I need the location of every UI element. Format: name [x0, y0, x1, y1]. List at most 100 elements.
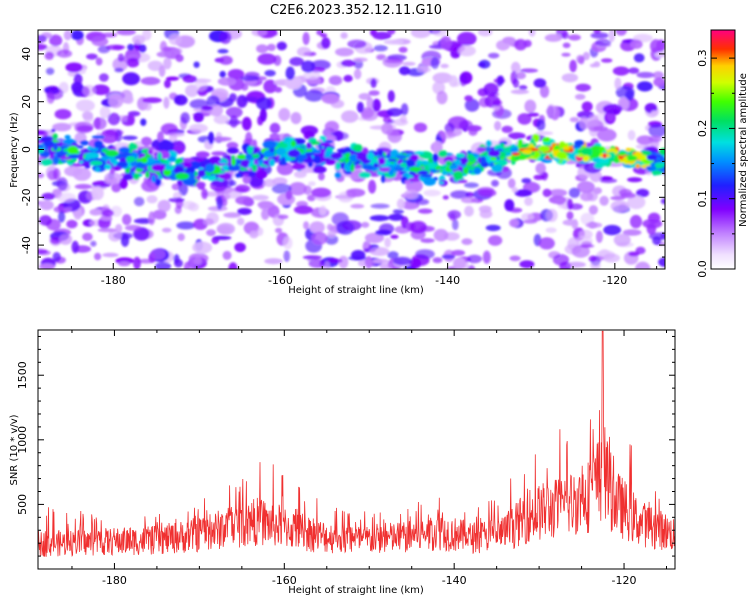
heatmap-cell: [417, 208, 433, 214]
heatmap-cell: [623, 156, 628, 165]
heatmap-cell: [414, 151, 425, 155]
heatmap-cell: [510, 61, 521, 74]
heatmap-cell: [387, 158, 397, 162]
heatmap-cell: [301, 60, 315, 73]
heatmap-cell: [212, 235, 232, 240]
heatmap-cell: [399, 66, 410, 76]
heatmap-cell: [242, 96, 258, 103]
heatmap-cell: [237, 217, 245, 226]
heatmap-cell: [321, 37, 331, 49]
heatmap-cell: [319, 135, 327, 141]
heatmap-cell: [491, 164, 503, 172]
heatmap-cell: [201, 106, 213, 111]
heatmap-cell: [501, 125, 513, 133]
heatmap-cell: [146, 195, 158, 204]
heatmap-cell: [448, 75, 458, 88]
heatmap-cell: [589, 63, 597, 68]
heatmap-cell: [311, 149, 322, 154]
heatmap-cell: [207, 206, 228, 212]
heatmap-cell: [595, 230, 603, 243]
heatmap-cell: [614, 77, 622, 90]
heatmap-cell: [211, 151, 226, 156]
heatmap-cell: [574, 140, 585, 147]
heatmap-cell: [562, 219, 578, 226]
heatmap-cell: [52, 133, 58, 140]
heatmap-cell: [147, 149, 153, 155]
heatmap-cell: [387, 251, 399, 259]
heatmap-cell: [599, 195, 609, 206]
heatmap-cell: [635, 163, 641, 169]
heatmap-cell: [438, 181, 444, 185]
heatmap-cell: [206, 229, 216, 237]
heatmap-cell: [45, 87, 64, 100]
heatmap-cell: [95, 166, 101, 172]
heatmap-cell: [447, 210, 462, 220]
heatmap-cell: [100, 32, 118, 38]
heatmap-cell: [356, 153, 369, 161]
heatmap-cell: [648, 135, 662, 143]
heatmap-cell: [63, 30, 72, 41]
heatmap-blobs: [38, 30, 665, 269]
heatmap-cell: [331, 212, 349, 226]
heatmap-cell: [464, 205, 474, 217]
heatmap-cell: [241, 83, 249, 91]
heatmap-cell: [477, 30, 493, 37]
heatmap-cell: [165, 76, 180, 81]
heatmap-cell: [376, 54, 387, 61]
x-tick-label: -160: [272, 574, 297, 587]
heatmap-cell: [388, 168, 394, 176]
heatmap-cell: [206, 95, 220, 107]
heatmap-cell: [274, 86, 283, 93]
heatmap-cell: [292, 163, 306, 170]
heatmap-cell: [39, 200, 54, 211]
heatmap-cell: [119, 177, 128, 189]
heatmap-cell: [148, 211, 156, 226]
heatmap-cell: [630, 39, 643, 50]
heatmap-cell: [651, 170, 663, 176]
heatmap-cell: [94, 252, 102, 261]
heatmap-cell: [398, 46, 408, 53]
heatmap-cell: [456, 153, 466, 158]
heatmap-cell: [433, 228, 449, 242]
heatmap-cell: [157, 131, 164, 143]
snr-x-tick-labels: -180 -160 -140 -120: [102, 574, 637, 587]
heatmap-cell: [362, 164, 374, 170]
heatmap-cell: [242, 175, 251, 184]
heatmap-cell: [549, 189, 568, 197]
heatmap-cell: [257, 200, 274, 209]
heatmap-cell: [226, 141, 239, 150]
heatmap-cell: [213, 114, 229, 125]
heatmap-cell: [151, 164, 166, 172]
heatmap-cell: [652, 236, 662, 246]
heatmap-cell: [464, 95, 473, 102]
heatmap-cell: [568, 34, 581, 41]
colorbar-tick-label: 0.3: [696, 49, 709, 67]
heatmap-cell: [311, 231, 328, 245]
heatmap-cell: [566, 261, 586, 268]
heatmap-cell: [127, 113, 135, 126]
heatmap-cell: [268, 158, 275, 167]
heatmap-cell: [323, 261, 331, 269]
heatmap-cell: [612, 66, 630, 76]
heatmap-cell: [383, 116, 392, 124]
heatmap-cell: [285, 190, 293, 200]
heatmap-cell: [156, 51, 171, 58]
heatmap-cell: [241, 170, 251, 174]
heatmap-cell: [90, 160, 103, 166]
heatmap-cell: [133, 172, 140, 180]
colorbar: 0.0 0.1 0.2 0.3 Normalized spectral amplitu…: [696, 29, 749, 278]
heatmap-cell: [484, 95, 501, 108]
heatmap-cell: [236, 154, 248, 160]
heatmap-cell: [177, 179, 183, 187]
heatmap-cell: [459, 73, 468, 87]
heatmap-cell: [173, 146, 185, 152]
heatmap-cell: [372, 31, 392, 40]
heatmap-cell: [218, 172, 232, 180]
heatmap-cell: [600, 58, 613, 63]
heatmap-cell: [330, 152, 343, 160]
heatmap-cell: [546, 103, 556, 118]
y-tick-label: -20: [20, 188, 33, 206]
heatmap-cell: [249, 230, 259, 239]
heatmap-cell: [208, 104, 224, 117]
heatmap-cell: [283, 139, 292, 143]
